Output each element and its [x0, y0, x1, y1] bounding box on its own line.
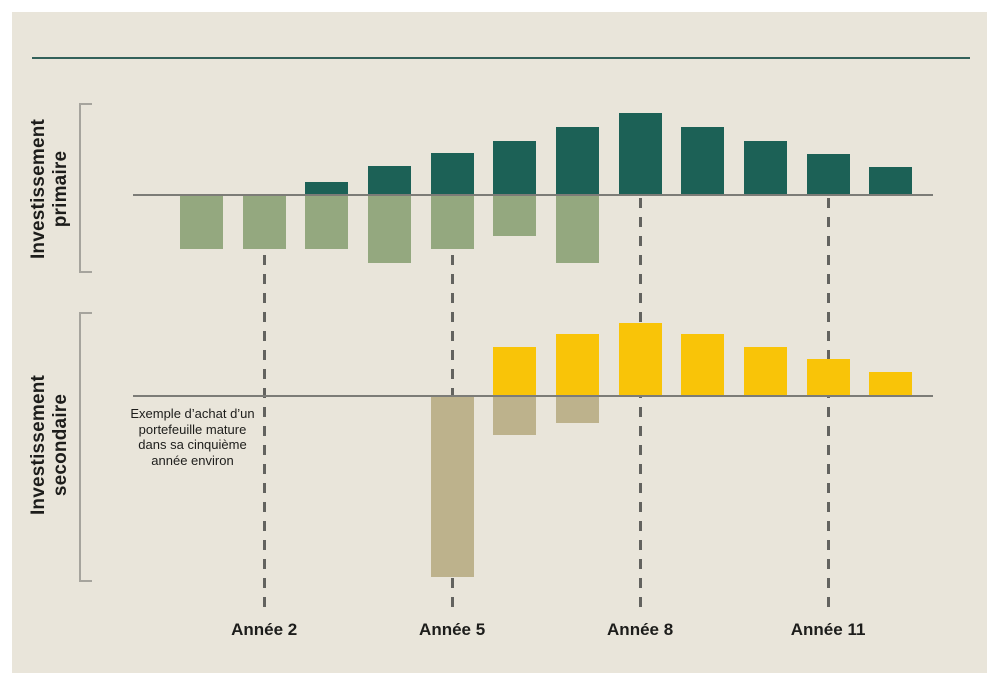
- dashed-gridline-2: [262, 198, 266, 610]
- bar-secondaire-annee-9-positive: [681, 334, 725, 396]
- bar-primaire-annee-2-negative: [242, 195, 286, 249]
- bar-primaire-annee-8-positive: [618, 113, 662, 195]
- bar-primaire-annee-3-positive: [305, 182, 349, 195]
- bar-primaire-annee-12-positive: [869, 167, 913, 195]
- bar-secondaire-annee-6-positive: [493, 347, 537, 396]
- x-axis-label: Année 2: [231, 620, 298, 639]
- secondary-section-bracket: [79, 312, 92, 582]
- bar-secondaire-annee-6-negative: [493, 396, 537, 435]
- bar-secondaire-annee-5-negative: [430, 396, 474, 577]
- purchase-annotation: Exemple d’achat d’un portefeuille mature…: [130, 406, 255, 468]
- bar-primaire-annee-5-positive: [430, 153, 474, 195]
- bar-primaire-annee-3-negative: [305, 195, 349, 249]
- bar-primaire-annee-11-positive: [806, 154, 850, 195]
- secondary-section-label: Investissement secondaire: [28, 374, 71, 516]
- primary-section-label: Investissement primaire: [28, 118, 71, 260]
- bar-primaire-annee-6-negative: [493, 195, 537, 236]
- bar-primaire-annee-1-negative: [180, 195, 223, 249]
- zero-line-primaire: [133, 194, 933, 196]
- bar-primaire-annee-5-negative: [430, 195, 474, 249]
- bar-secondaire-annee-11-positive: [806, 359, 850, 396]
- bar-primaire-annee-10-positive: [743, 141, 787, 195]
- bar-primaire-annee-9-positive: [681, 127, 725, 195]
- x-axis-label: Année 8: [607, 620, 674, 639]
- bar-secondaire-annee-7-negative: [555, 396, 599, 423]
- x-axis-label: Année 11: [790, 620, 866, 639]
- top-divider-rule: [32, 57, 970, 59]
- bar-secondaire-annee-10-positive: [743, 347, 787, 396]
- bar-secondaire-annee-12-positive: [869, 372, 913, 396]
- dashed-gridline-11: [826, 198, 830, 610]
- bar-secondaire-annee-8-positive: [618, 323, 662, 396]
- bar-primaire-annee-4-negative: [367, 195, 411, 263]
- x-axis-label: Année 5: [419, 620, 486, 639]
- bar-primaire-annee-7-positive: [555, 127, 599, 195]
- bar-secondaire-annee-7-positive: [555, 334, 599, 396]
- bar-primaire-annee-7-negative: [555, 195, 599, 263]
- zero-line-secondaire: [133, 395, 933, 397]
- beige-panel: [12, 12, 987, 673]
- dashed-gridline-8: [638, 198, 642, 610]
- bar-primaire-annee-6-positive: [493, 141, 537, 195]
- bar-primaire-annee-4-positive: [367, 166, 411, 195]
- primary-section-bracket: [79, 103, 92, 273]
